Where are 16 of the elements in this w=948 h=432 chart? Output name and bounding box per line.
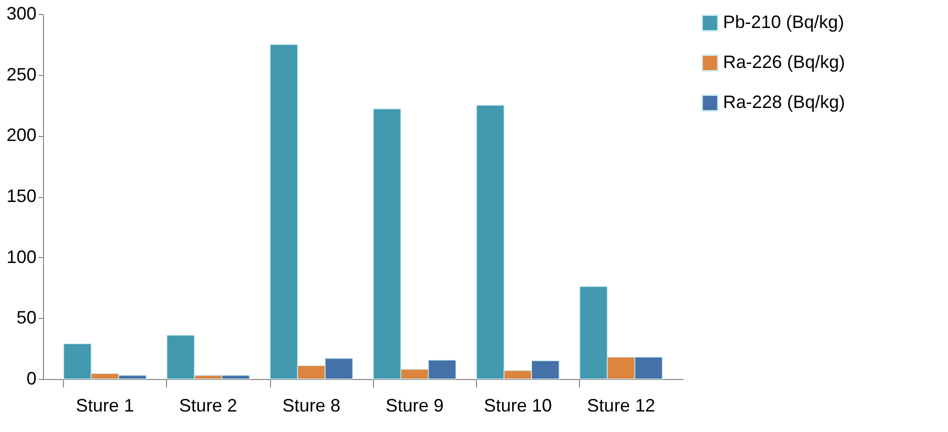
y-tick-label: 50 [16, 308, 36, 328]
y-tick-label: 0 [26, 368, 36, 388]
y-tick-label: 250 [6, 64, 36, 84]
x-tick-label: Sture 8 [282, 396, 340, 416]
x-tick-label: Sture 9 [386, 396, 444, 416]
x-tick-label: Sture 2 [179, 396, 238, 416]
y-tick-label: 100 [6, 246, 36, 267]
y-tick-label: 200 [6, 125, 36, 146]
y-tick-label: 150 [6, 186, 36, 206]
y-tick-label: 300 [6, 4, 36, 24]
x-tick-label: Sture 1 [76, 396, 134, 416]
x-tick-label: Sture 10 [484, 396, 552, 416]
legend-label: Ra-228 (Bq/kg) [723, 92, 846, 112]
x-tick-label: Sture 12 [587, 396, 656, 416]
legend-label: Pb-210 (Bq/kg) [723, 12, 844, 32]
legend-label: Ra-226 (Bq/kg) [723, 52, 846, 72]
